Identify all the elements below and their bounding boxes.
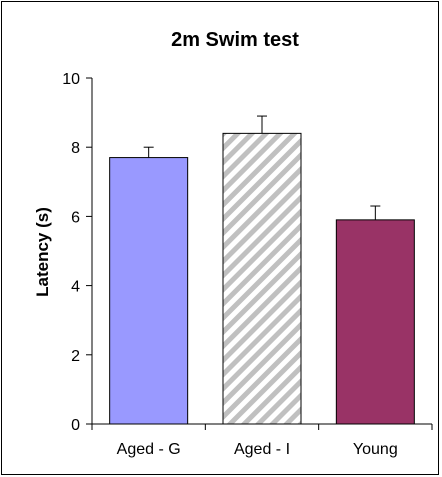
x-ticks (91, 424, 433, 430)
category-label: Aged - G (117, 441, 181, 458)
bar (109, 157, 189, 425)
bar (222, 132, 302, 425)
y-tick-label: 10 (62, 71, 80, 88)
y-ticks: 0 2 4 6 8 10 (62, 71, 92, 434)
y-tick-label: 4 (71, 279, 80, 296)
chart-title: 2m Swim test (171, 29, 299, 51)
bar (335, 219, 415, 425)
category-label: Aged - I (234, 441, 290, 458)
bars (109, 132, 415, 425)
category-label: Young (353, 441, 398, 458)
category-labels: Aged - G Aged - I Young (117, 441, 398, 458)
y-tick-label: 8 (71, 140, 80, 157)
y-axis-label: Latency (s) (33, 207, 52, 297)
y-tick-label: 2 (71, 348, 80, 365)
y-tick-label: 0 (71, 417, 80, 434)
error-bars (143, 115, 381, 220)
y-tick-label: 6 (71, 209, 80, 226)
